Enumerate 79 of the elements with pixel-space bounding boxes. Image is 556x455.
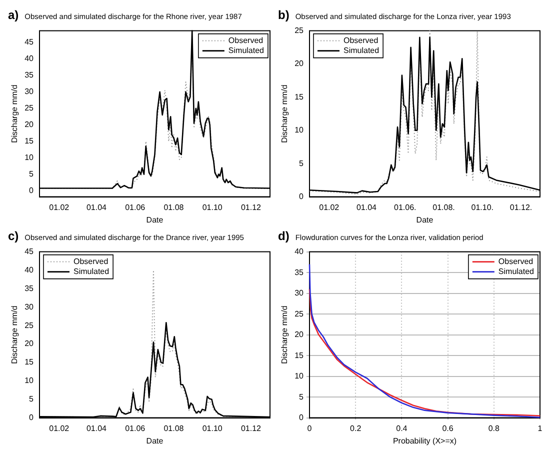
y-tick-label: 30 — [24, 87, 34, 96]
y-tick-label: 25 — [24, 104, 34, 113]
y-axis-title: Discharge mm/d — [10, 84, 20, 143]
y-tick-label: 5 — [29, 170, 34, 179]
x-tick-label: 01.06. — [394, 202, 416, 212]
y-tick-label: 15 — [294, 92, 304, 102]
x-axis-title: Date — [146, 215, 164, 224]
y-tick-label: 35 — [24, 70, 34, 80]
y-tick-label: 35 — [294, 268, 304, 277]
legend-label: Observed — [344, 36, 378, 46]
y-tick-label: 40 — [24, 54, 34, 64]
y-tick-label: 25 — [294, 309, 304, 318]
x-tick-label: 01.06 — [125, 424, 146, 433]
y-tick-label: 20 — [24, 339, 34, 348]
y-tick-label: 30 — [294, 288, 304, 298]
legend-label: Simulated — [498, 267, 534, 276]
x-tick-label: 01.04 — [86, 424, 108, 433]
x-tick-label: 0.6 — [442, 424, 454, 433]
y-tick-label: 10 — [24, 376, 34, 386]
y-tick-label: 0 — [299, 413, 304, 422]
y-tick-label: 0 — [299, 192, 304, 202]
y-tick-label: 5 — [299, 392, 304, 402]
y-tick-label: 10 — [24, 153, 34, 162]
y-axis-title: Discharge mm/d — [10, 306, 20, 364]
text: c) — [8, 229, 19, 243]
y-tick-label: 15 — [24, 136, 34, 146]
x-tick-label: 01.02 — [319, 202, 340, 212]
x-tick-label: 01.04 — [356, 202, 378, 212]
y-tick-label: 30 — [24, 302, 34, 312]
x-tick-label: 01.06 — [125, 202, 146, 212]
y-tick-label: 25 — [294, 26, 304, 36]
x-tick-label: 01.02 — [49, 424, 70, 433]
y-tick-label: 20 — [294, 59, 304, 68]
y-tick-label: 5 — [29, 394, 34, 404]
x-axis-title: Date — [146, 436, 164, 446]
y-tick-label: 20 — [24, 120, 34, 130]
legend-label: Observed — [498, 257, 534, 266]
legend-label: Observed — [228, 36, 264, 46]
x-tick-label: 01.10 — [202, 202, 223, 212]
text: d) — [278, 229, 290, 243]
x-tick-label: 0.2 — [350, 424, 362, 433]
y-tick-label: 40 — [294, 247, 304, 256]
x-tick-label: 1 — [538, 424, 543, 433]
legend-label: Simulated — [344, 46, 380, 56]
x-tick-label: 0 — [307, 424, 312, 433]
x-tick-label: 01.12 — [240, 424, 262, 433]
legend-label: Simulated — [74, 267, 110, 276]
y-tick-label: 35 — [24, 284, 34, 293]
x-tick-label: 01.08 — [164, 424, 184, 433]
y-tick-label: 25 — [24, 320, 34, 330]
x-axis-title: Date — [416, 215, 434, 224]
y-tick-label: 40 — [24, 265, 34, 274]
x-tick-label: 01.10 — [202, 424, 223, 433]
x-tick-label: 01.02 — [49, 202, 70, 212]
x-tick-label: 01.12 — [240, 202, 262, 212]
y-tick-label: 10 — [294, 372, 304, 381]
x-tick-label: 01.04 — [86, 202, 108, 212]
x-tick-label: 01.08. — [432, 202, 455, 212]
y-tick-label: 15 — [24, 358, 34, 367]
y-tick-label: 5 — [299, 158, 304, 168]
legend-label: Simulated — [228, 46, 264, 56]
y-tick-label: 15 — [294, 350, 304, 360]
legend-label: Observed — [74, 257, 108, 266]
x-axis-title: Probability (X>=x) — [392, 436, 457, 446]
x-tick-label: 0.4 — [396, 424, 408, 433]
y-tick-label: 0 — [29, 413, 34, 422]
y-tick-label: 45 — [24, 247, 34, 256]
y-tick-label: 0 — [29, 186, 34, 196]
x-tick-label: 0.8 — [488, 424, 500, 433]
x-tick-label: 01.10. — [471, 202, 494, 212]
y-axis-title: Discharge mm/d — [280, 306, 290, 364]
y-tick-label: 45 — [24, 38, 34, 47]
text: a) — [8, 8, 19, 22]
x-tick-label: 01.12. — [510, 202, 532, 212]
x-tick-label: 01.08 — [164, 202, 184, 212]
text: b) — [278, 8, 290, 22]
y-tick-label: 10 — [294, 126, 304, 135]
y-axis-title: Discharge mm/d — [280, 84, 290, 143]
y-tick-label: 20 — [294, 330, 304, 340]
